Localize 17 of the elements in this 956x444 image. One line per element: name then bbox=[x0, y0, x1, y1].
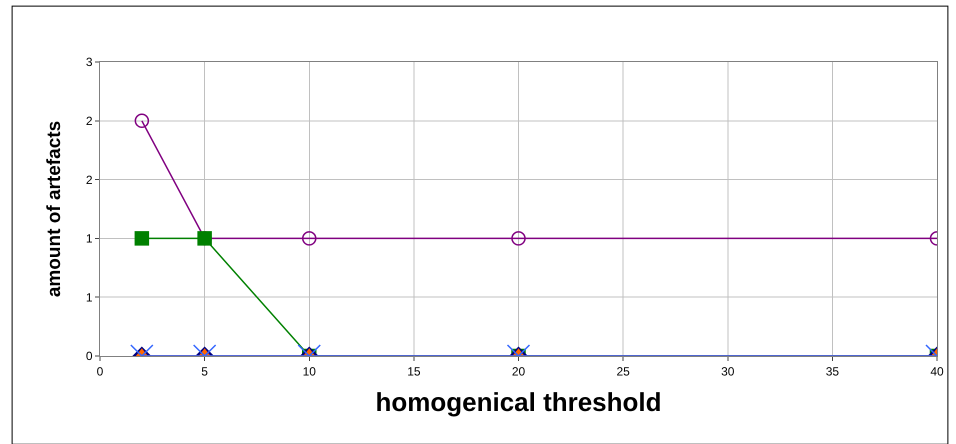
x-tick-label: 10 bbox=[302, 364, 316, 378]
x-tick-label: 20 bbox=[512, 364, 526, 378]
x-tick-label: 40 bbox=[930, 364, 944, 378]
y-tick-label: 1 bbox=[86, 232, 93, 246]
x-tick-label: 0 bbox=[96, 364, 104, 378]
y-tick-label: 1 bbox=[86, 290, 93, 304]
y-tick-label: 0 bbox=[86, 349, 93, 364]
y-tick-label: 2 bbox=[86, 114, 93, 128]
x-tick-label: 5 bbox=[201, 364, 208, 378]
y-tick-label: 2 bbox=[86, 172, 93, 187]
x-axis-title: homogenical threshold bbox=[375, 387, 662, 418]
x-tick-label: 30 bbox=[721, 364, 735, 378]
y-tick-label: 3 bbox=[86, 55, 93, 70]
x-tick-label: 15 bbox=[407, 364, 421, 378]
x-tick-label: 25 bbox=[616, 364, 630, 378]
x-tick-label: 35 bbox=[826, 364, 840, 378]
y-axis-title: amount of artefacts bbox=[44, 120, 65, 298]
